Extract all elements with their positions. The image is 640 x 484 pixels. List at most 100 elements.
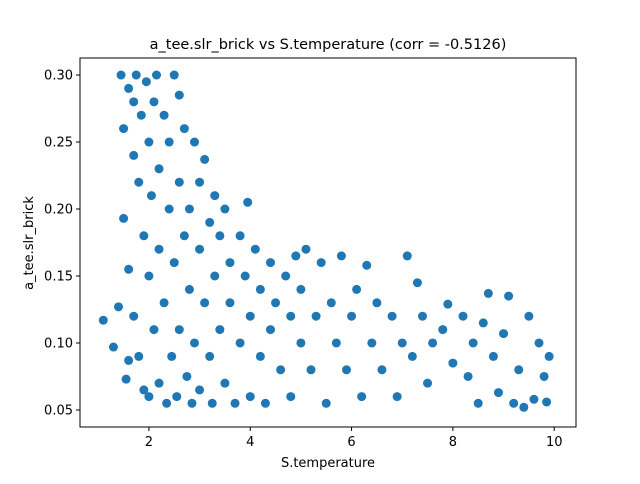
point: [255, 351, 265, 361]
point: [407, 351, 417, 361]
x-axis-label: S.temperature: [281, 456, 375, 471]
point: [402, 251, 412, 261]
point: [121, 374, 131, 384]
point: [428, 338, 438, 348]
point: [331, 338, 341, 348]
y-tick-label: 0.10: [44, 336, 73, 351]
point: [488, 351, 498, 361]
point: [468, 338, 478, 348]
point: [164, 204, 174, 214]
point: [154, 164, 164, 174]
point: [200, 154, 210, 164]
point: [141, 77, 151, 87]
point: [519, 402, 529, 412]
point: [114, 302, 124, 312]
point: [240, 271, 250, 281]
point: [144, 392, 154, 402]
point: [362, 260, 372, 270]
point: [119, 213, 129, 223]
point: [499, 329, 509, 339]
point: [367, 338, 377, 348]
point: [129, 150, 139, 160]
point: [174, 177, 184, 187]
point: [179, 124, 189, 134]
point: [250, 244, 260, 254]
point: [124, 83, 134, 93]
point: [448, 358, 458, 368]
point: [311, 311, 321, 321]
x-tick-label: 4: [246, 435, 254, 450]
point: [154, 378, 164, 388]
point: [195, 385, 205, 395]
point: [184, 284, 194, 294]
point: [195, 244, 205, 254]
point: [509, 398, 519, 408]
point: [377, 365, 387, 375]
point: [387, 311, 397, 321]
point: [108, 342, 118, 352]
point: [230, 398, 240, 408]
y-axis-label: a_tee.slr_brick: [22, 196, 37, 290]
point: [159, 298, 169, 308]
point: [136, 110, 146, 120]
y-tick-label: 0.15: [44, 269, 73, 284]
point: [167, 351, 177, 361]
point: [129, 97, 139, 107]
point: [296, 284, 306, 294]
point: [281, 271, 291, 281]
point: [245, 311, 255, 321]
point: [321, 398, 331, 408]
point: [129, 311, 139, 321]
point: [271, 298, 281, 308]
point: [182, 371, 192, 381]
point: [235, 231, 245, 241]
point: [352, 284, 362, 294]
point: [225, 258, 235, 268]
point: [149, 325, 159, 335]
point: [134, 177, 144, 187]
point: [504, 291, 514, 301]
point: [149, 97, 159, 107]
point: [483, 288, 493, 298]
point: [544, 351, 554, 361]
point: [164, 137, 174, 147]
point: [124, 264, 134, 274]
point: [463, 371, 473, 381]
point: [316, 258, 326, 268]
point: [174, 90, 184, 100]
point: [473, 398, 483, 408]
point: [200, 298, 210, 308]
point: [265, 325, 275, 335]
point: [286, 392, 296, 402]
chart-title: a_tee.slr_brick vs S.temperature (corr =…: [150, 37, 507, 53]
point: [139, 231, 149, 241]
point: [172, 392, 182, 402]
point: [529, 394, 539, 404]
point: [187, 398, 197, 408]
point: [301, 244, 311, 254]
point: [154, 244, 164, 254]
point: [372, 298, 382, 308]
point: [534, 338, 544, 348]
point: [220, 204, 230, 214]
point: [326, 298, 336, 308]
point: [412, 278, 422, 288]
y-tick-label: 0.25: [44, 136, 73, 151]
y-tick-label: 0.05: [44, 403, 73, 418]
point: [235, 338, 245, 348]
point: [493, 388, 503, 398]
point: [169, 258, 179, 268]
point: [255, 284, 265, 294]
point: [225, 298, 235, 308]
point: [524, 311, 534, 321]
point: [146, 191, 156, 201]
point: [291, 251, 301, 261]
point: [276, 365, 286, 375]
plot-frame: [79, 57, 577, 428]
point: [478, 318, 488, 328]
point: [392, 392, 402, 402]
x-tick-label: 6: [347, 435, 355, 450]
point: [190, 338, 200, 348]
point: [306, 365, 316, 375]
